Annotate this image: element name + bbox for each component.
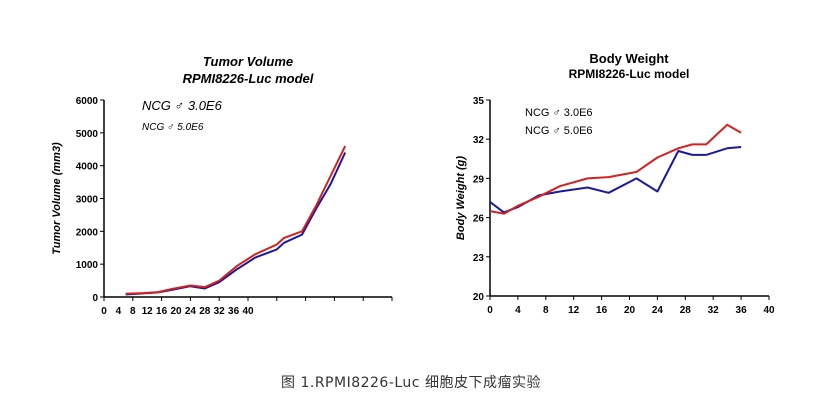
y-tick-label: 32 [473, 135, 485, 146]
x-tick-label: 0 [487, 305, 493, 316]
y-tick-label: 0 [92, 293, 98, 304]
x-tick-label: 0 [101, 306, 107, 317]
x-tick-label: 12 [568, 305, 580, 316]
y-tick-label: 20 [473, 292, 485, 303]
figure-caption: 图 1.RPMI8226-Luc 细胞皮下成瘤实验 [281, 375, 541, 391]
series-line-blue [125, 152, 347, 296]
x-tick-label: 24 [652, 305, 664, 316]
legend-label: NCG ♂ 3.0E6 [142, 98, 223, 113]
legend-label: NCG ♂ 5.0E6 [525, 125, 593, 137]
y-tick-label: 5000 [76, 129, 99, 140]
y-tick-label: 2000 [76, 227, 99, 238]
y-tick-label: 4000 [76, 162, 99, 173]
x-tick-label: 24 [185, 306, 197, 317]
x-tick-label: 12 [142, 306, 154, 317]
x-tick-label: 40 [242, 306, 254, 317]
x-tick-label: 20 [624, 305, 636, 316]
x-tick-label: 36 [736, 305, 748, 316]
x-tick-label: 4 [515, 305, 521, 316]
x-tick-label: 4 [116, 306, 122, 317]
y-tick-label: 29 [473, 174, 485, 185]
y-tick-label: 26 [473, 214, 485, 225]
x-tick-label: 40 [763, 305, 775, 316]
y-tick-label: 23 [473, 253, 485, 264]
series-line-red [125, 145, 347, 295]
y-tick-label: 35 [473, 96, 485, 107]
legend-label: NCG ♂ 3.0E6 [525, 107, 593, 119]
chart-title: Body Weight [589, 51, 669, 66]
series-line-red [489, 123, 742, 215]
chart-subtitle: RPMI8226-Luc model [183, 71, 314, 86]
y-tick-label: 6000 [76, 96, 99, 107]
tumor-volume-chart: Tumor Volume RPMI8226-Luc model 0 1000 2000 3… [51, 54, 393, 317]
x-tick-label: 20 [170, 306, 182, 317]
x-tick-label: 16 [596, 305, 608, 316]
chart-title: Tumor Volume [203, 54, 293, 69]
y-tick-label: 3000 [76, 195, 99, 206]
legend-label: NCG ♂ 5.0E6 [142, 122, 204, 133]
x-tick-label: 28 [199, 306, 211, 317]
y-axis-label: Body Weight (g) [455, 156, 467, 240]
x-tick-label: 8 [130, 306, 136, 317]
x-tick-label: 36 [228, 306, 240, 317]
x-tick-label: 32 [708, 305, 720, 316]
x-tick-label: 32 [214, 306, 226, 317]
chart-subtitle: RPMI8226-Luc model [569, 67, 690, 81]
x-tick-label: 28 [680, 305, 692, 316]
y-axis-label: Tumor Volume (mm3) [51, 142, 63, 255]
y-tick-label: 1000 [76, 260, 99, 271]
x-tick-label: 16 [156, 306, 168, 317]
x-tick-label: 8 [543, 305, 549, 316]
